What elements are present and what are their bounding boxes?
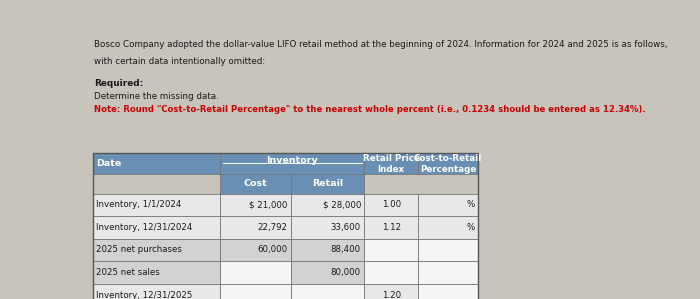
- Bar: [364, 284, 419, 299]
- Text: 1.12: 1.12: [382, 223, 401, 232]
- Bar: [220, 239, 291, 261]
- Bar: [364, 193, 419, 216]
- Text: 1.20: 1.20: [382, 291, 401, 299]
- Bar: [419, 153, 478, 174]
- Bar: [220, 216, 291, 239]
- Text: $ 21,000: $ 21,000: [249, 200, 288, 209]
- Bar: [364, 239, 419, 261]
- Bar: [93, 153, 478, 299]
- Bar: [220, 284, 291, 299]
- Bar: [419, 261, 478, 284]
- Bar: [220, 153, 364, 174]
- Text: Cost: Cost: [244, 179, 267, 188]
- Text: Note: Round "Cost-to-Retail Percentage" to the nearest whole percent (i.e., 0.12: Note: Round "Cost-to-Retail Percentage" …: [94, 105, 645, 114]
- Text: Bosco Company adopted the dollar-value LIFO retail method at the beginning of 20: Bosco Company adopted the dollar-value L…: [94, 40, 668, 50]
- Bar: [93, 153, 220, 174]
- Text: 2025 net purchases: 2025 net purchases: [96, 245, 182, 254]
- Bar: [291, 216, 364, 239]
- Bar: [93, 193, 220, 216]
- Bar: [220, 261, 291, 284]
- Text: Retail Price
Index: Retail Price Index: [363, 154, 420, 173]
- Bar: [364, 153, 419, 174]
- Bar: [291, 239, 364, 261]
- Bar: [220, 193, 291, 216]
- Bar: [93, 239, 220, 261]
- Bar: [93, 261, 220, 284]
- Text: with certain data intentionally omitted:: with certain data intentionally omitted:: [94, 57, 265, 66]
- Text: 22,792: 22,792: [258, 223, 288, 232]
- Text: 1.00: 1.00: [382, 200, 401, 209]
- Bar: [93, 284, 220, 299]
- Bar: [291, 261, 364, 284]
- Bar: [291, 193, 364, 216]
- Text: Inventory, 1/1/2024: Inventory, 1/1/2024: [96, 200, 181, 209]
- Text: Date: Date: [96, 159, 121, 168]
- Text: $ 28,000: $ 28,000: [323, 200, 361, 209]
- Bar: [364, 216, 419, 239]
- Text: Required:: Required:: [94, 79, 144, 88]
- Bar: [291, 174, 364, 193]
- Bar: [364, 261, 419, 284]
- Bar: [419, 239, 478, 261]
- Bar: [419, 193, 478, 216]
- Text: 2025 net sales: 2025 net sales: [96, 268, 160, 277]
- Text: 88,400: 88,400: [331, 245, 361, 254]
- Text: %: %: [467, 223, 475, 232]
- Text: Retail: Retail: [312, 179, 343, 188]
- Text: 80,000: 80,000: [331, 268, 361, 277]
- Bar: [220, 174, 291, 193]
- Text: Determine the missing data.: Determine the missing data.: [94, 92, 219, 101]
- Text: Inventory, 12/31/2025: Inventory, 12/31/2025: [96, 291, 192, 299]
- Text: %: %: [467, 200, 475, 209]
- Text: 33,600: 33,600: [331, 223, 361, 232]
- Bar: [93, 216, 220, 239]
- Bar: [419, 216, 478, 239]
- Text: Inventory, 12/31/2024: Inventory, 12/31/2024: [96, 223, 192, 232]
- Bar: [291, 284, 364, 299]
- Text: Inventory: Inventory: [267, 156, 318, 165]
- Bar: [419, 284, 478, 299]
- Text: Cost-to-Retail
Percentage: Cost-to-Retail Percentage: [414, 154, 482, 173]
- Text: 60,000: 60,000: [258, 245, 288, 254]
